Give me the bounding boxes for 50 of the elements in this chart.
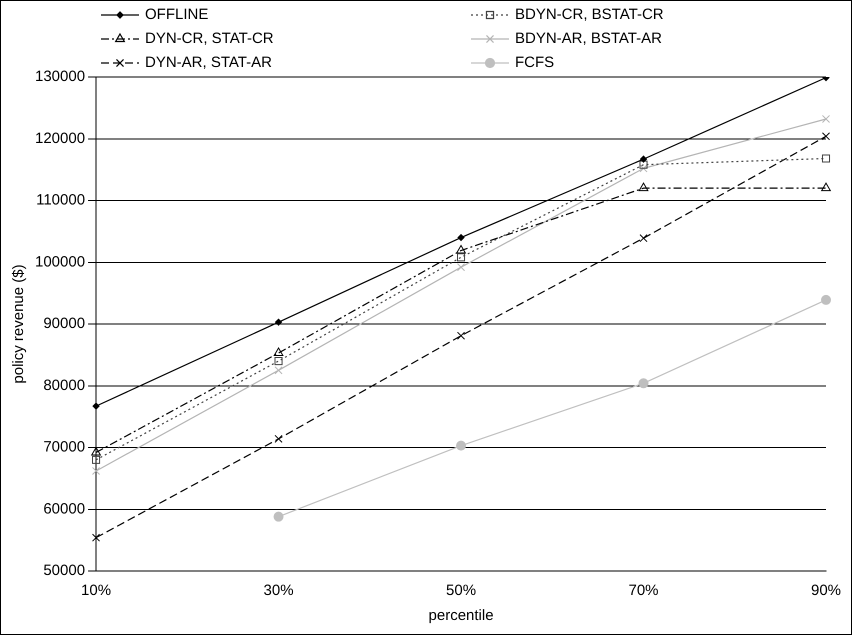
- point: [640, 156, 648, 163]
- legend-label: OFFLINE: [145, 6, 208, 24]
- point: [92, 466, 100, 475]
- point: [274, 512, 284, 522]
- x-tick-label: 10%: [81, 582, 112, 600]
- y-axis-title: policy revenue ($): [10, 264, 28, 384]
- y-tick-label: 60000: [43, 500, 86, 518]
- legend-label: BDYN-CR, BSTAT-CR: [515, 6, 664, 24]
- legend-label: DYN-CR, STAT-CR: [145, 30, 274, 48]
- point: [274, 348, 284, 356]
- point: [822, 132, 830, 140]
- point: [822, 114, 830, 124]
- y-tick-label: 90000: [43, 315, 86, 332]
- y-tick-label: 80000: [43, 376, 86, 394]
- y-tick-label: 110000: [36, 192, 86, 209]
- point: [274, 366, 283, 374]
- y-tick-label: 50000: [43, 562, 86, 580]
- legend-label: FCFS: [515, 54, 554, 72]
- point: [456, 332, 466, 340]
- point: [639, 234, 648, 242]
- point: [458, 234, 465, 242]
- y-tick-label: 120000: [34, 130, 86, 147]
- point: [821, 294, 831, 305]
- point: [456, 245, 466, 254]
- y-tick-label: 130000: [34, 68, 86, 86]
- legend-label: BDYN-AR, BSTAT-AR: [515, 30, 662, 48]
- y-tick-label: 100000: [34, 253, 86, 270]
- point: [91, 446, 101, 456]
- x-axis-title: percentile: [428, 607, 494, 624]
- point: [639, 164, 648, 172]
- x-tick-label: 70%: [628, 582, 659, 600]
- point: [638, 378, 649, 388]
- legend-label: DYN-AR, STAT-AR: [145, 54, 272, 72]
- point: [456, 440, 466, 451]
- point: [456, 263, 466, 272]
- point: [275, 318, 282, 326]
- point: [274, 434, 283, 443]
- point: [821, 182, 831, 192]
- point: [456, 253, 466, 262]
- point: [92, 402, 100, 410]
- point: [274, 357, 283, 366]
- point: [822, 154, 830, 163]
- x-tick-label: 90%: [810, 582, 842, 600]
- point: [92, 534, 100, 542]
- point: [638, 182, 648, 192]
- x-tick-label: 30%: [264, 582, 294, 600]
- point: [92, 456, 100, 464]
- point: [639, 160, 648, 169]
- x-tick-label: 50%: [446, 582, 476, 600]
- y-tick-label: 70000: [43, 438, 86, 456]
